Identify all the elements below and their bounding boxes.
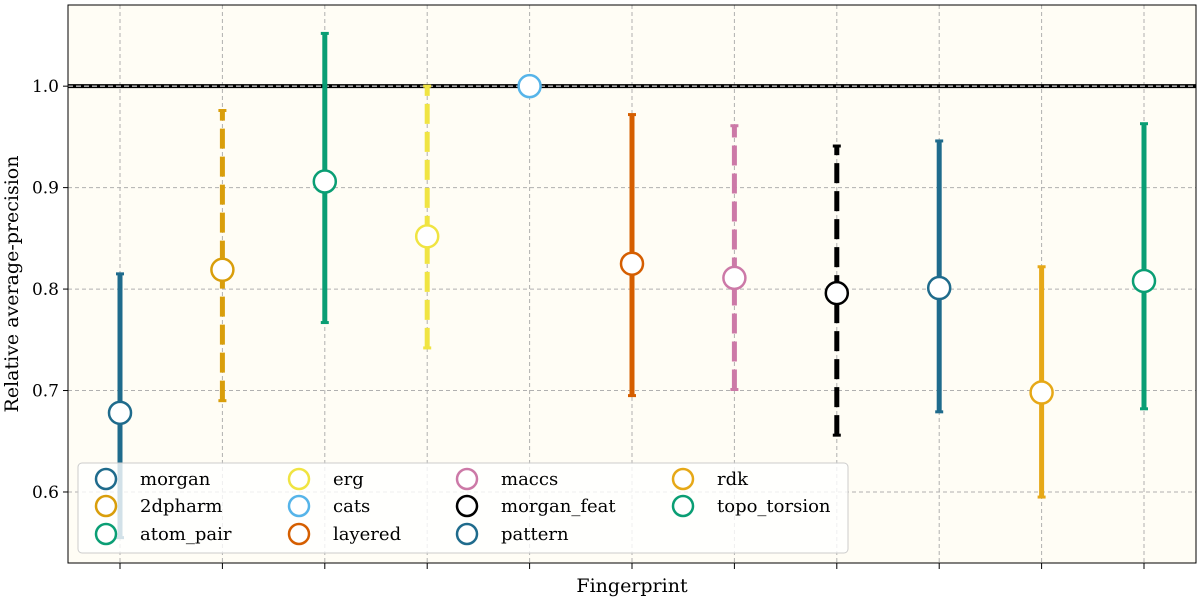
x-axis-label: Fingerprint xyxy=(576,575,688,597)
legend-marker-atom_pair xyxy=(94,522,118,546)
legend-marker-maccs xyxy=(455,467,479,491)
point-maccs xyxy=(722,265,747,291)
point-rdk xyxy=(1029,380,1054,405)
y-ticks: 0.6 0.7 0.8 0.9 1.0 xyxy=(32,77,68,503)
point-morgan_feat xyxy=(824,280,850,306)
y-tick-label: 0.7 xyxy=(32,382,59,402)
legend-label-maccs: maccs xyxy=(501,469,558,490)
legend-marker-2dpharm xyxy=(94,494,118,518)
legend-marker-cats xyxy=(287,494,311,518)
legend-marker-morgan xyxy=(94,467,118,491)
legend-label-layered: layered xyxy=(333,524,401,545)
legend-label-cats: cats xyxy=(333,496,370,517)
point-atom_pair xyxy=(312,169,338,194)
y-axis-label: Relative average-precision xyxy=(1,156,23,413)
legend-label-morgan: morgan xyxy=(140,469,211,490)
legend-label-rdk: rdk xyxy=(717,469,749,490)
legend-marker-morgan_feat xyxy=(455,494,479,518)
legend: morgan 2dpharm atom_pair erg cats layered macc… xyxy=(77,462,849,554)
legend-marker-layered xyxy=(287,522,311,546)
legend-label-2dpharm: 2dpharm xyxy=(140,496,223,517)
data-points xyxy=(107,73,1157,426)
legend-label-erg: erg xyxy=(333,469,364,490)
y-tick-label: 0.8 xyxy=(32,280,59,300)
point-topo_torsion xyxy=(1131,268,1157,294)
legend-label-atom_pair: atom_pair xyxy=(140,524,232,545)
legend-marker-pattern xyxy=(455,522,479,546)
legend-label-topo_torsion: topo_torsion xyxy=(717,496,831,517)
point-erg xyxy=(414,224,440,249)
point-2dpharm xyxy=(210,257,235,283)
point-morgan xyxy=(107,400,133,426)
point-pattern xyxy=(926,275,952,301)
legend-label-morgan_feat: morgan_feat xyxy=(501,496,616,517)
y-tick-label: 1.0 xyxy=(32,77,59,97)
legend-marker-topo_torsion xyxy=(671,494,695,518)
point-layered xyxy=(619,251,645,276)
y-tick-label: 0.6 xyxy=(32,483,59,503)
legend-marker-erg xyxy=(287,467,311,491)
legend-label-pattern: pattern xyxy=(501,524,569,545)
y-tick-label: 0.9 xyxy=(32,179,59,199)
legend-marker-rdk xyxy=(671,467,695,491)
point-cats xyxy=(517,73,542,99)
x-ticks xyxy=(119,563,1145,569)
